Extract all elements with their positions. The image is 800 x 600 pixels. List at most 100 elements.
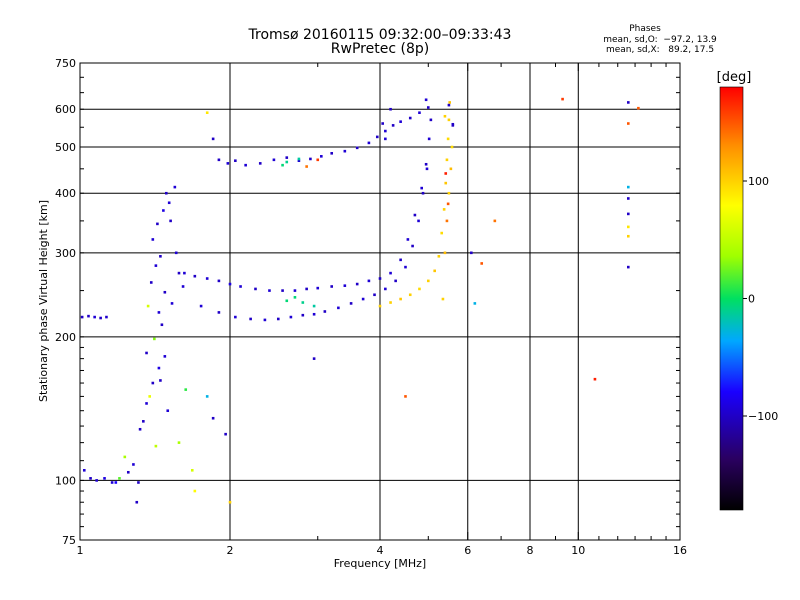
- data-point: [355, 146, 359, 150]
- data-point: [445, 158, 449, 162]
- colorbar-unit-label: [deg]: [717, 70, 752, 85]
- data-point: [411, 244, 414, 248]
- data-point: [389, 271, 392, 275]
- data-point: [89, 477, 92, 480]
- data-point: [361, 297, 365, 301]
- data-point: [103, 477, 106, 480]
- chart-subtitle: RwPretec (8p): [330, 41, 430, 57]
- data-point: [154, 444, 158, 448]
- data-point: [228, 282, 232, 286]
- data-point: [234, 159, 237, 162]
- data-point: [226, 162, 230, 165]
- data-point: [151, 238, 155, 241]
- data-point: [258, 162, 262, 165]
- data-point: [337, 306, 340, 310]
- colorbar-tick-label: 0: [748, 293, 755, 306]
- data-point: [444, 172, 448, 175]
- data-point: [449, 167, 453, 171]
- data-point: [404, 395, 407, 398]
- y-tick-label: 300: [55, 247, 76, 260]
- data-point: [153, 337, 156, 341]
- data-point: [249, 317, 252, 321]
- data-point: [470, 251, 473, 255]
- data-point: [445, 219, 449, 223]
- data-point: [163, 355, 167, 358]
- data-point: [297, 159, 301, 162]
- data-point: [378, 304, 382, 308]
- data-point: [177, 271, 181, 275]
- data-point: [367, 141, 371, 145]
- data-point: [330, 152, 334, 155]
- data-point: [146, 304, 150, 308]
- data-point: [138, 427, 142, 431]
- data-point: [355, 282, 359, 286]
- data-point: [193, 274, 197, 278]
- data-point: [190, 468, 194, 472]
- data-point: [418, 287, 421, 291]
- axis-ticks: 1 2 4 6 8 10 16 75 100 200 300 400 500 600 750: [55, 57, 687, 557]
- data-point: [239, 285, 242, 288]
- data-point: [276, 317, 280, 321]
- data-point: [627, 265, 630, 269]
- data-point: [272, 158, 276, 162]
- data-point: [285, 156, 289, 159]
- data-point: [160, 323, 164, 327]
- data-point: [627, 212, 630, 216]
- data-point: [627, 197, 630, 200]
- data-point: [166, 409, 170, 413]
- data-point: [447, 191, 451, 195]
- phase-stats-x: mean, sd,X: 89.2, 17.5: [605, 45, 715, 55]
- x-tick-label: 8: [527, 544, 534, 557]
- data-point: [118, 477, 121, 480]
- x-tick-label: 6: [464, 544, 471, 557]
- data-point: [443, 251, 447, 255]
- data-point: [205, 395, 209, 398]
- data-point: [637, 106, 640, 110]
- y-tick-label: 400: [55, 187, 76, 200]
- data-point: [126, 470, 130, 474]
- data-point: [404, 265, 407, 269]
- data-point: [205, 111, 209, 115]
- data-point: [174, 251, 178, 255]
- data-point: [157, 366, 161, 370]
- colorbar-ticks: 100 0 −100: [743, 175, 778, 423]
- data-point: [170, 302, 174, 305]
- data-point: [156, 222, 159, 226]
- y-axis-label: Stationary phase Virtual Height [km]: [37, 200, 50, 402]
- data-point: [446, 137, 450, 141]
- data-point: [305, 287, 308, 291]
- data-point: [297, 157, 301, 161]
- data-point: [429, 118, 433, 122]
- phase-stats-o: mean, sd,O: −97.2, 13.9: [603, 35, 717, 45]
- data-point: [305, 165, 308, 168]
- data-point: [384, 287, 387, 291]
- data-point: [417, 219, 420, 223]
- data-point: [473, 302, 477, 305]
- data-point: [148, 395, 152, 398]
- data-point: [493, 219, 497, 223]
- data-point: [399, 120, 402, 123]
- data-point: [87, 314, 90, 318]
- colorbar: [719, 86, 744, 511]
- data-point: [627, 101, 630, 104]
- data-point: [323, 310, 327, 313]
- data-point: [149, 281, 153, 284]
- data-point: [421, 191, 425, 195]
- data-point: [110, 481, 114, 484]
- data-point: [433, 269, 436, 273]
- data-point: [123, 455, 127, 459]
- data-point: [627, 185, 630, 189]
- data-point: [320, 155, 323, 158]
- data-point: [443, 114, 447, 118]
- data-point: [217, 311, 221, 314]
- data-point: [217, 279, 221, 283]
- data-point: [285, 160, 289, 164]
- data-point: [343, 284, 347, 287]
- data-point: [289, 315, 293, 319]
- data-point: [427, 137, 431, 141]
- data-points: [80, 97, 640, 504]
- data-point: [408, 116, 412, 120]
- data-point: [413, 213, 417, 217]
- data-point: [95, 479, 98, 482]
- data-point: [627, 234, 630, 238]
